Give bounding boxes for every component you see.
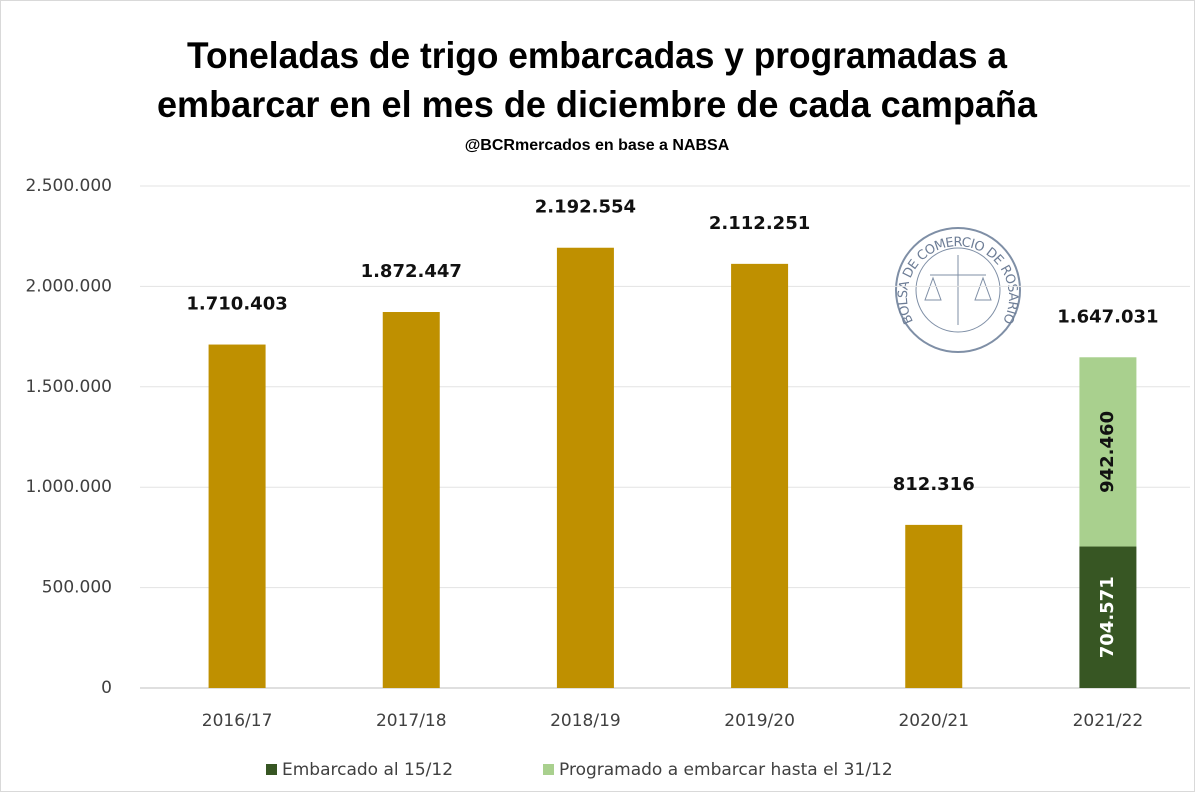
legend-swatch [266, 764, 277, 775]
segment-label: 704.571 [1097, 576, 1118, 658]
bar [905, 524, 963, 688]
bar-segment [1079, 546, 1137, 688]
data-label: 1.872.447 [361, 261, 462, 282]
bar-segment [1079, 357, 1137, 547]
y-tick-label: 1.000.000 [25, 477, 112, 497]
x-tick-label: 2021/22 [1073, 711, 1144, 731]
y-tick-label: 1.500.000 [25, 377, 112, 397]
chart-subtitle: @BCRmercados en base a NABSA [465, 137, 730, 154]
chart-title: Toneladas de trigo embarcadas y programa… [187, 35, 1007, 76]
x-tick-label: 2019/20 [724, 711, 795, 731]
legend-swatch [543, 764, 554, 775]
y-tick-label: 0 [101, 678, 112, 698]
y-tick-label: 2.500.000 [25, 176, 112, 196]
segment-label: 942.460 [1097, 411, 1118, 493]
x-tick-label: 2016/17 [202, 711, 273, 731]
legend-label: Programado a embarcar hasta el 31/12 [559, 760, 893, 780]
bar [208, 344, 266, 688]
y-tick-label: 500.000 [42, 578, 112, 598]
logo [895, 227, 1021, 353]
bar [556, 247, 614, 688]
data-label: 1.710.403 [186, 294, 287, 315]
bar [731, 263, 789, 688]
chart-title: embarcar en el mes de diciembre de cada … [157, 84, 1037, 125]
x-tick-label: 2018/19 [550, 711, 621, 731]
data-label: 2.112.251 [709, 213, 810, 234]
legend-label: Embarcado al 15/12 [282, 760, 453, 780]
y-tick-label: 2.000.000 [25, 276, 112, 296]
data-label: 812.316 [893, 474, 975, 495]
data-label: 1.647.031 [1057, 306, 1158, 327]
x-tick-label: 2020/21 [898, 711, 969, 731]
data-label: 2.192.554 [535, 197, 636, 218]
x-tick-label: 2017/18 [376, 711, 447, 731]
bar [382, 312, 440, 688]
